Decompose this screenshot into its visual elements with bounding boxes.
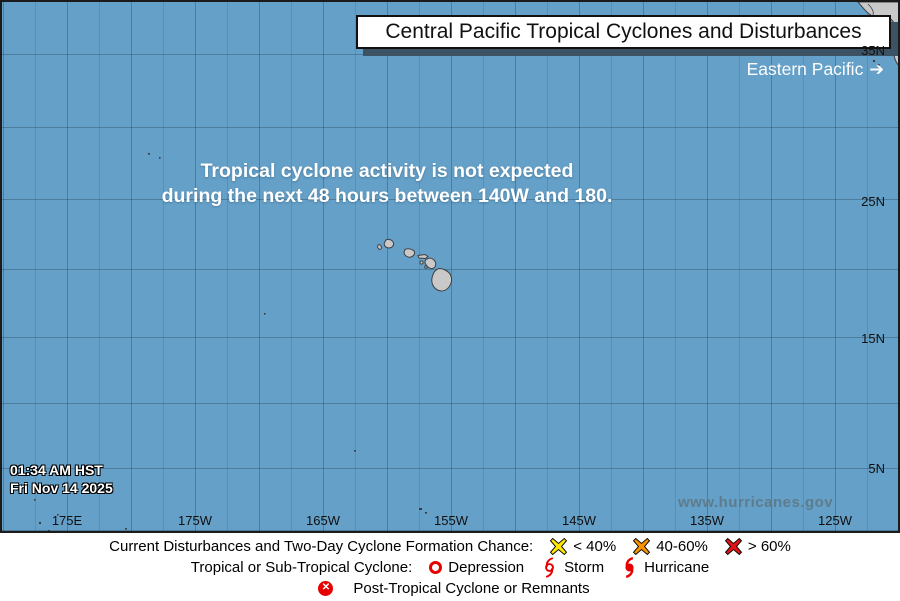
timestamp-time: 01:34 AM HST [10,462,103,478]
outlook-message-line2: during the next 48 hours between 140W an… [161,185,613,207]
island-maui [424,257,437,270]
latitude-gridline [2,127,898,128]
longitude-gridline [99,2,100,531]
longitude-gridline [547,2,548,531]
map-title: Central Pacific Tropical Cyclones and Di… [385,20,862,43]
legend-item-hurricane: Hurricane [621,556,710,578]
longitude-gridline [3,2,4,531]
longitude-gridline [387,2,388,531]
legend-item-low-chance: < 40% [550,537,617,555]
lon-label-175w: 175W [178,513,212,528]
latitude-gridline [2,403,898,404]
longitude-gridline [739,2,740,531]
longitude-gridline [771,2,772,531]
island-niihau [377,244,382,250]
longitude-gridline [419,2,420,531]
lat-label-35n: 35N [861,43,885,58]
right-arrow-icon: ➔ [869,59,884,79]
legend-item-medium-chance: 40-60% [633,537,708,555]
latitude-gridline [2,54,898,55]
longitude-gridline [323,2,324,531]
longitude-gridline [355,2,356,531]
cyclone-type-label: Tropical or Sub-Tropical Cyclone: [190,558,413,576]
eastern-pacific-label: Eastern Pacific [746,59,864,79]
longitude-gridline [515,2,516,531]
lon-label-125w: 125W [818,513,852,528]
longitude-gridline [803,2,804,531]
ocean-map: Central Pacific Tropical Cyclones and Di… [0,0,900,533]
depression-label: Depression [448,558,525,576]
x-marker-yellow-icon [550,537,568,555]
post-tropical-symbol-icon: ✕ [318,580,334,596]
island-hawaii [431,267,453,292]
hurricane-symbol-icon [625,556,634,578]
longitude-gridline [579,2,580,531]
latitude-gridline [2,199,898,200]
outlook-message-line1: Tropical cyclone activity is not expecte… [200,160,574,182]
landmasses [34,2,898,531]
longitude-gridline [131,2,132,531]
medium-chance-label: 40-60% [656,537,708,555]
post-tropical-label: Post-Tropical Cyclone or Remnants [353,579,590,597]
longitude-gridline [163,2,164,531]
lat-label-15n: 15N [861,331,885,346]
longitude-gridline [259,2,260,531]
island-oahu [403,248,416,258]
latitude-gridline [2,530,898,531]
lat-label-25n: 25N [861,194,885,209]
legend-item-storm: Storm [541,556,605,578]
high-chance-label: > 60% [747,537,791,555]
storm-symbol-icon [545,556,555,578]
legend-item-depression: Depression [429,559,524,576]
longitude-gridline [227,2,228,531]
lon-label-165w: 165W [306,513,340,528]
map-title-box: Central Pacific Tropical Cyclones and Di… [356,15,891,49]
timestamp-date: Fri Nov 14 2025 [10,480,113,496]
hawaiian-islands [377,238,453,292]
island-molokai [417,253,429,260]
island-lanai [419,260,424,265]
hurricanes-gov-watermark: www.hurricanes.gov [678,494,834,511]
legend-row-formation-chance: Current Disturbances and Two-Day Cyclone… [109,536,791,556]
legend-item-high-chance: > 60% [724,537,791,555]
eastern-pacific-link[interactable]: Eastern Pacific ➔ [747,59,884,80]
legend-row-post-tropical: ✕ Post-Tropical Cyclone or Remnants [310,578,590,598]
longitude-gridline [483,2,484,531]
longitude-gridline [195,2,196,531]
lon-label-175e: 175E [51,513,83,528]
legend-item-post-tropical: ✕ Post-Tropical Cyclone or Remnants [318,579,590,597]
island-kauai [383,238,395,249]
storm-label: Storm [564,558,605,576]
legend-bar: Current Disturbances and Two-Day Cyclone… [0,533,900,601]
lat-label-5n: 5N [868,461,885,476]
longitude-gridline [35,2,36,531]
formation-chance-label: Current Disturbances and Two-Day Cyclone… [109,537,534,555]
latitude-gridline [2,337,898,338]
legend-row-cyclone-types: Tropical or Sub-Tropical Cyclone: Depres… [190,556,710,578]
low-chance-label: < 40% [573,537,617,555]
longitude-gridline [643,2,644,531]
longitude-gridline [867,2,868,531]
longitude-gridline [611,2,612,531]
latitude-gridline [2,468,898,469]
longitude-gridline [675,2,676,531]
longitude-gridline [707,2,708,531]
x-marker-orange-icon [633,537,651,555]
lon-label-135w: 135W [690,513,724,528]
issuance-timestamp: 01:34 AM HST Fri Nov 14 2025 [10,461,113,497]
longitude-gridline [291,2,292,531]
hurricane-label: Hurricane [644,558,710,576]
lon-label-145w: 145W [562,513,596,528]
x-marker-red-icon [724,537,742,555]
depression-circle-icon [429,560,443,574]
longitude-gridline [451,2,452,531]
longitude-gridline [835,2,836,531]
outlook-message: Tropical cyclone activity is not expecte… [87,159,687,209]
latitude-gridline [2,269,898,270]
longitude-gridline [67,2,68,531]
island-specks [34,153,427,531]
lon-label-155w: 155W [434,513,468,528]
